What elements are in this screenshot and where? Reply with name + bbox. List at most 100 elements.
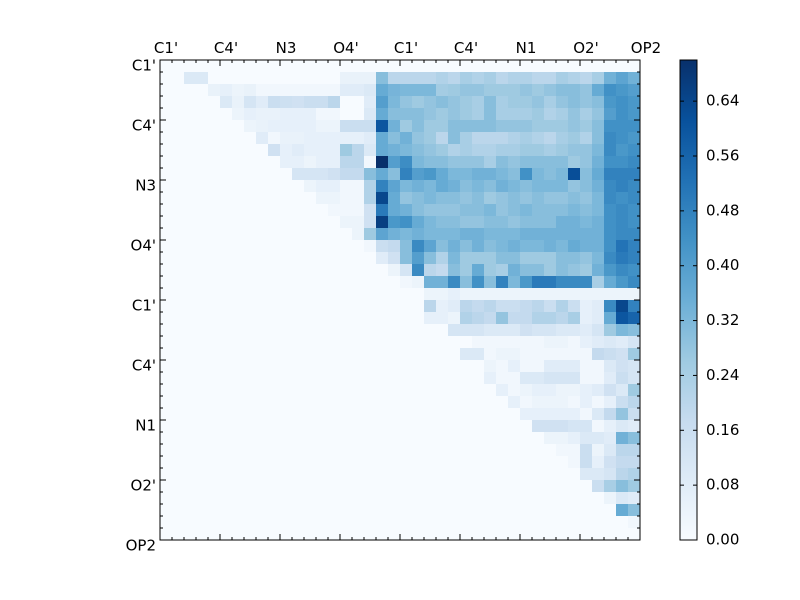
heatmap-cell — [292, 72, 305, 85]
heatmap-cell — [424, 432, 437, 445]
heatmap-cell — [484, 528, 497, 541]
heatmap-cell — [580, 228, 593, 241]
heatmap-cell — [580, 432, 593, 445]
heatmap-cell — [568, 348, 581, 361]
heatmap-cell — [604, 492, 617, 505]
heatmap-cell — [592, 60, 605, 73]
heatmap-cell — [172, 324, 185, 337]
heatmap-cell — [604, 456, 617, 469]
heatmap-cell — [592, 276, 605, 289]
heatmap-cell — [484, 492, 497, 505]
heatmap-cell — [472, 144, 485, 157]
heatmap-cell — [316, 372, 329, 385]
heatmap-cell — [184, 492, 197, 505]
heatmap-cell — [316, 312, 329, 325]
heatmap-cell — [436, 96, 449, 109]
heatmap-cell — [568, 372, 581, 385]
heatmap-cell — [628, 60, 641, 73]
heatmap-cell — [508, 204, 521, 217]
heatmap-cell — [292, 312, 305, 325]
heatmap-cell — [592, 516, 605, 529]
heatmap-cell — [544, 84, 557, 97]
heatmap-cell — [436, 60, 449, 73]
heatmap-cell — [328, 156, 341, 169]
heatmap-cell — [280, 72, 293, 85]
heatmap-cell — [544, 156, 557, 169]
heatmap-cell — [556, 60, 569, 73]
heatmap-cell — [580, 396, 593, 409]
heatmap-cell — [556, 468, 569, 481]
heatmap-cell — [160, 120, 173, 133]
heatmap-cell — [268, 372, 281, 385]
heatmap-cell — [520, 348, 533, 361]
heatmap-cell — [532, 216, 545, 229]
heatmap-cell — [364, 132, 377, 145]
heatmap-cell — [592, 84, 605, 97]
heatmap-cell — [280, 60, 293, 73]
heatmap-cell — [508, 444, 521, 457]
heatmap-cell — [256, 276, 269, 289]
heatmap-cell — [184, 96, 197, 109]
heatmap-cell — [484, 96, 497, 109]
heatmap-cell — [208, 504, 221, 517]
heatmap-cell — [520, 216, 533, 229]
heatmap-cell — [328, 348, 341, 361]
heatmap-cell — [208, 348, 221, 361]
heatmap-cell — [376, 468, 389, 481]
heatmap-cell — [460, 324, 473, 337]
heatmap-cell — [208, 144, 221, 157]
heatmap-cell — [496, 396, 509, 409]
heatmap-cell — [592, 228, 605, 241]
heatmap-cell — [160, 372, 173, 385]
heatmap-cell — [484, 204, 497, 217]
heatmap-cell — [340, 372, 353, 385]
heatmap-cell — [364, 204, 377, 217]
heatmap-cell — [472, 60, 485, 73]
heatmap-cell — [532, 468, 545, 481]
heatmap-cell — [604, 300, 617, 313]
heatmap-cell — [400, 468, 413, 481]
heatmap-cell — [352, 288, 365, 301]
heatmap-cell — [520, 240, 533, 253]
heatmap-cell — [256, 372, 269, 385]
heatmap-cell — [340, 468, 353, 481]
heatmap-cell — [508, 84, 521, 97]
heatmap-cell — [484, 456, 497, 469]
heatmap-cell — [160, 180, 173, 193]
heatmap-cell — [556, 432, 569, 445]
heatmap-cell — [208, 396, 221, 409]
heatmap-cell — [352, 156, 365, 169]
heatmap-cell — [436, 264, 449, 277]
heatmap-cell — [472, 216, 485, 229]
heatmap-cell — [580, 444, 593, 457]
heatmap-cell — [520, 264, 533, 277]
heatmap-cell — [544, 528, 557, 541]
heatmap-cell — [352, 492, 365, 505]
heatmap-cell — [424, 240, 437, 253]
heatmap-cell — [424, 444, 437, 457]
heatmap-cell — [628, 348, 641, 361]
heatmap-cell — [544, 132, 557, 145]
heatmap-cell — [544, 468, 557, 481]
heatmap-cell — [328, 444, 341, 457]
heatmap-cell — [256, 360, 269, 373]
heatmap-cell — [628, 396, 641, 409]
heatmap-cell — [184, 204, 197, 217]
heatmap-cell — [268, 336, 281, 349]
heatmap-cell — [424, 312, 437, 325]
heatmap-cell — [604, 240, 617, 253]
heatmap-cell — [472, 96, 485, 109]
heatmap-cell — [280, 456, 293, 469]
heatmap-cell — [220, 420, 233, 433]
heatmap-cell — [364, 240, 377, 253]
heatmap-cell — [376, 180, 389, 193]
heatmap-cell — [172, 384, 185, 397]
heatmap-cell — [352, 468, 365, 481]
heatmap-cell — [436, 288, 449, 301]
heatmap-cell — [232, 516, 245, 529]
heatmap-cell — [400, 276, 413, 289]
heatmap-cell — [352, 180, 365, 193]
heatmap-cell — [232, 336, 245, 349]
heatmap-cell — [208, 444, 221, 457]
heatmap-cell — [376, 192, 389, 205]
